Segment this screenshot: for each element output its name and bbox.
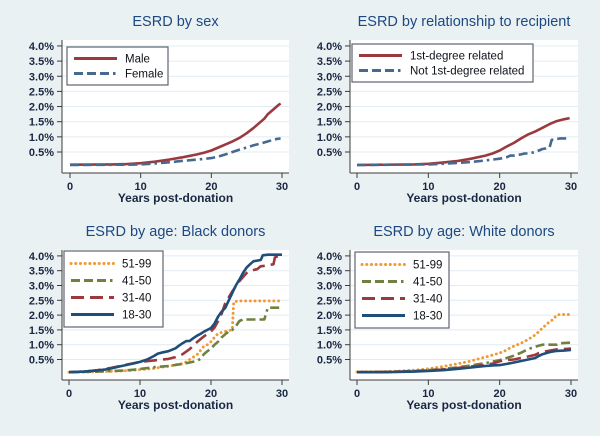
plot-esrd-age-black-donors: 0.5% 1.0% 1.5% 2.0% 2.5% 3.0% 3.5% 4.0% 0 10 20 30 5…: [29, 250, 289, 400]
y-tick-label: 3.0%: [29, 71, 54, 83]
x-axis-label-esrd-age-white-donors: Years post-donation: [406, 398, 522, 412]
y-tick-label: 2.0%: [317, 310, 342, 322]
panel-title-esrd-age-white-donors: ESRD by age: White donors: [373, 224, 555, 240]
panel-esrd-age-black-donors: ESRD by age: Black donors 0.5% 1.0% 1.5% 2.…: [0, 218, 300, 436]
x-axis-label-esrd-age-black-donors: Years post-donation: [117, 398, 234, 412]
series-line-18-30: [357, 348, 572, 374]
series-line-51-99: [67, 299, 284, 374]
y-tick-label: 3.5%: [317, 266, 342, 278]
y-tick-label: 1.5%: [29, 325, 54, 337]
y-tick-label: 4.0%: [317, 41, 342, 53]
x-axis-label-esrd-by-relationship: Years post-donation: [406, 191, 522, 205]
legend-label: 31-40: [122, 293, 151, 305]
y-tick-label: 0.5%: [317, 355, 342, 367]
x-tick-label: 30: [276, 388, 288, 400]
legend-label: 41-50: [122, 276, 151, 288]
legend-label: 1st-degree related: [410, 51, 503, 63]
y-tick-label: 4.0%: [29, 41, 54, 53]
y-tick-label: 2.5%: [317, 295, 342, 307]
series-line-18-30: [68, 253, 282, 374]
x-tick-label: 10: [135, 181, 147, 193]
legend-label: 18-30: [122, 310, 151, 322]
x-tick-label: 0: [354, 388, 360, 400]
y-tick-label: 2.5%: [29, 86, 54, 98]
y-tick-label: 1.5%: [29, 117, 54, 129]
legend-label: 18-30: [413, 311, 442, 323]
y-tick-label: 3.5%: [317, 56, 342, 68]
x-tick-label: 20: [494, 181, 506, 193]
y-tick-label: 2.0%: [29, 310, 54, 322]
y-tick-label: 2.5%: [317, 86, 342, 98]
x-tick-label: 10: [422, 181, 434, 193]
y-tick-label: 4.0%: [317, 251, 342, 263]
x-tick-label: 30: [565, 181, 577, 193]
y-tick-label: 0.5%: [317, 147, 342, 159]
x-tick-label: 20: [205, 181, 217, 193]
y-tick-label: 3.5%: [29, 266, 54, 278]
series-line-not-1st-degree-related: [356, 137, 570, 167]
panel-esrd-by-sex: ESRD by sex 0.5% 1.0% 1.5% 2.0% 2.5% 3.0% 3.5%…: [0, 0, 300, 218]
series-line-51-99: [355, 313, 573, 374]
x-tick-label: 10: [422, 388, 434, 400]
series-line-41-50: [68, 306, 282, 374]
y-tick-label: 1.0%: [317, 340, 342, 352]
x-tick-label: 20: [205, 388, 217, 400]
legend-label: Not 1st-degree related: [410, 66, 524, 78]
x-tick-label: 10: [134, 388, 146, 400]
y-tick-label: 0.5%: [29, 147, 54, 159]
y-tick-label: 2.0%: [317, 102, 342, 114]
y-tick-label: 1.5%: [317, 117, 342, 129]
y-tick-label: 2.5%: [29, 295, 54, 307]
panel-esrd-by-relationship: ESRD by relationship to recipient 0.5% 1.…: [300, 0, 600, 218]
plot-esrd-age-white-donors: 0.5% 1.0% 1.5% 2.0% 2.5% 3.0% 3.5% 4.0% 0 10 20 30 5…: [317, 250, 578, 400]
legend-box: [351, 43, 534, 83]
x-tick-label: 0: [66, 388, 72, 400]
y-tick-label: 1.0%: [29, 132, 54, 144]
legend-label: Male: [125, 54, 150, 66]
legend-label: 31-40: [413, 294, 442, 306]
x-tick-label: 0: [67, 181, 73, 193]
y-tick-label: 3.0%: [317, 281, 342, 293]
panel-title-esrd-by-sex: ESRD by sex: [132, 14, 219, 30]
y-tick-label: 1.5%: [317, 325, 342, 337]
legend-label: 51-99: [122, 259, 151, 271]
x-tick-label: 30: [276, 181, 288, 193]
y-tick-label: 3.5%: [29, 56, 54, 68]
series-line-female: [69, 137, 281, 167]
x-axis-label-esrd-by-sex: Years post-donation: [117, 191, 234, 205]
plot-esrd-by-sex: 0.5% 1.0% 1.5% 2.0% 2.5% 3.0% 3.5% 4.0% 0 10 20 30 M…: [29, 40, 289, 193]
y-tick-label: 3.0%: [317, 71, 342, 83]
series-line-male: [69, 102, 282, 166]
x-tick-label: 0: [354, 181, 360, 193]
x-tick-label: 30: [565, 388, 577, 400]
panel-title-esrd-age-black-donors: ESRD by age: Black donors: [85, 224, 266, 240]
legend-label: 51-99: [413, 260, 442, 272]
y-tick-label: 0.5%: [29, 355, 54, 367]
x-tick-label: 20: [494, 388, 506, 400]
y-tick-label: 1.0%: [29, 340, 54, 352]
panel-esrd-age-white-donors: ESRD by age: White donors 0.5% 1.0% 1.5% 2.…: [300, 218, 600, 436]
y-tick-label: 4.0%: [29, 251, 54, 263]
y-tick-label: 2.0%: [29, 102, 54, 114]
y-tick-label: 1.0%: [317, 132, 342, 144]
plot-esrd-by-relationship: 0.5% 1.0% 1.5% 2.0% 2.5% 3.0% 3.5% 4.0% 0 10 20 30 1…: [317, 40, 578, 193]
legend-label: Female: [125, 69, 163, 81]
y-tick-label: 3.0%: [29, 281, 54, 293]
legend-box: [66, 46, 169, 86]
legend-label: 41-50: [413, 277, 442, 289]
panel-title-esrd-by-relationship: ESRD by relationship to recipient: [357, 14, 571, 30]
